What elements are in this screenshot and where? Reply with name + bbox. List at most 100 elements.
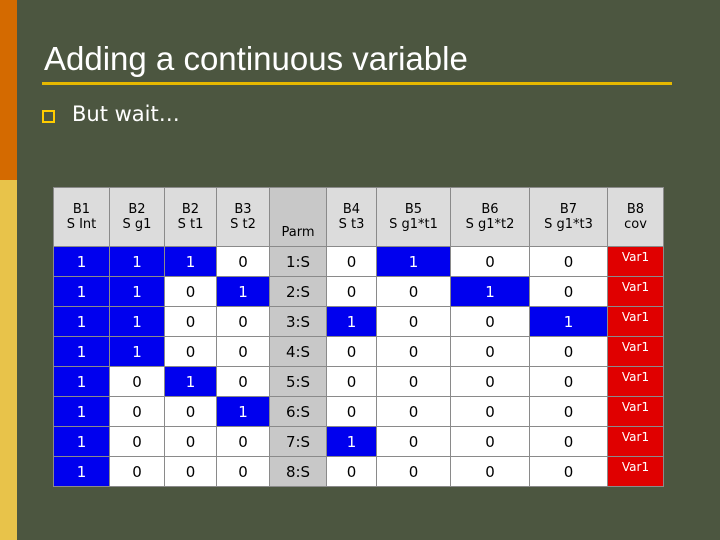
table-row: 1 1 0 0 4:S 0 0 0 0 Var1 <box>53 336 664 367</box>
table-cell: 0 <box>109 396 165 427</box>
table-cell: 0 <box>326 396 377 427</box>
table-cell: 0 <box>326 456 377 487</box>
cov-cell: Var1 <box>607 366 664 397</box>
parm-cell: 7:S <box>269 426 327 457</box>
table-cell: 0 <box>529 336 608 367</box>
table-cell: 0 <box>164 426 217 457</box>
column-header: B2 S t1 <box>164 187 217 247</box>
table-cell: 0 <box>529 366 608 397</box>
table-cell: 1 <box>53 276 110 307</box>
column-header-line: S g1*t2 <box>465 217 515 232</box>
cov-cell: Var1 <box>607 396 664 427</box>
table-row: 1 0 0 0 7:S 1 0 0 0 Var1 <box>53 426 664 457</box>
table-cell: 1 <box>109 246 165 277</box>
table-cell: 1 <box>53 246 110 277</box>
cov-cell: Var1 <box>607 426 664 457</box>
column-header-line: S g1*t1 <box>389 217 438 232</box>
table-row: 1 0 0 1 6:S 0 0 0 0 Var1 <box>53 396 664 427</box>
table-cell: 1 <box>53 456 110 487</box>
table-cell: 1 <box>109 306 165 337</box>
table-cell: 0 <box>529 426 608 457</box>
table-cell: 0 <box>109 426 165 457</box>
table-cell: 0 <box>164 306 217 337</box>
table-cell: 0 <box>529 456 608 487</box>
table-cell: 0 <box>216 246 270 277</box>
table-cell: 1 <box>53 366 110 397</box>
table-cell: 0 <box>376 426 451 457</box>
title-underline <box>42 82 672 85</box>
table-cell: 0 <box>450 336 530 367</box>
column-header: B5 S g1*t1 <box>376 187 451 247</box>
table-header-row: B1 S Int B2 S g1 B2 S t1 B3 S t2 Parm B4 S t3 B5 S g… <box>53 187 664 247</box>
column-header-line: S Int <box>66 217 97 232</box>
column-header-line: B3 <box>234 202 252 217</box>
table-row: 1 1 1 0 1:S 0 1 0 0 Var1 <box>53 246 664 277</box>
table-cell: 0 <box>450 456 530 487</box>
table-cell: 0 <box>164 396 217 427</box>
table-cell: 0 <box>450 366 530 397</box>
table-cell: 0 <box>164 336 217 367</box>
table-cell: 0 <box>529 246 608 277</box>
column-header-line: B8 <box>626 202 645 217</box>
table-cell: 1 <box>326 306 377 337</box>
column-header-line: cov <box>624 217 647 232</box>
parm-cell: 8:S <box>269 456 327 487</box>
table-cell: 0 <box>216 366 270 397</box>
table-cell: 1 <box>376 246 451 277</box>
design-matrix-table: B1 S Int B2 S g1 B2 S t1 B3 S t2 Parm B4 S t3 B5 S g… <box>53 187 664 487</box>
table-cell: 0 <box>164 456 217 487</box>
table-cell: 0 <box>376 306 451 337</box>
table-cell: 0 <box>376 336 451 367</box>
table-cell: 1 <box>53 306 110 337</box>
parm-cell: 1:S <box>269 246 327 277</box>
table-cell: 0 <box>326 336 377 367</box>
table-row: 1 0 0 0 8:S 0 0 0 0 Var1 <box>53 456 664 487</box>
left-accent-bar-top <box>0 0 17 180</box>
column-header: B3 S t2 <box>216 187 270 247</box>
table-cell: 0 <box>326 366 377 397</box>
column-header-line: B7 <box>559 202 578 217</box>
parm-cell: 6:S <box>269 396 327 427</box>
table-cell: 0 <box>216 306 270 337</box>
cov-cell: Var1 <box>607 246 664 277</box>
left-accent-bar-bottom <box>0 180 17 540</box>
table-cell: 0 <box>326 276 377 307</box>
column-header-line: B4 <box>342 202 361 217</box>
table-cell: 0 <box>376 396 451 427</box>
table-cell: 0 <box>450 306 530 337</box>
column-header-line: B2 <box>128 202 146 217</box>
table-cell: 0 <box>109 456 165 487</box>
parm-cell: 4:S <box>269 336 327 367</box>
column-header: Parm <box>269 187 327 247</box>
table-cell: 1 <box>53 426 110 457</box>
column-header-line: B2 <box>181 202 200 217</box>
column-header: B7 S g1*t3 <box>529 187 608 247</box>
column-header-line: B5 <box>404 202 423 217</box>
table-cell: 0 <box>376 456 451 487</box>
table-cell: 1 <box>326 426 377 457</box>
parm-cell: 2:S <box>269 276 327 307</box>
column-header-line: Parm <box>281 225 315 240</box>
column-header: B8 cov <box>607 187 664 247</box>
column-header-line: S t3 <box>338 217 365 232</box>
table-cell: 1 <box>529 306 608 337</box>
column-header-line: B6 <box>481 202 499 217</box>
table-cell: 1 <box>53 396 110 427</box>
parm-cell: 3:S <box>269 306 327 337</box>
table-cell: 1 <box>164 246 217 277</box>
table-row: 1 1 0 1 2:S 0 0 1 0 Var1 <box>53 276 664 307</box>
cov-cell: Var1 <box>607 276 664 307</box>
column-header: B6 S g1*t2 <box>450 187 530 247</box>
table-cell: 0 <box>216 426 270 457</box>
table-cell: 0 <box>450 246 530 277</box>
bullet-text: But wait… <box>72 102 180 126</box>
table-cell: 0 <box>529 276 608 307</box>
table-cell: 0 <box>164 276 217 307</box>
column-header: B1 S Int <box>53 187 110 247</box>
slide-title: Adding a continuous variable <box>44 40 468 77</box>
cov-cell: Var1 <box>607 336 664 367</box>
column-header-line: S t1 <box>177 217 204 232</box>
table-cell: 0 <box>216 336 270 367</box>
table-cell: 0 <box>450 396 530 427</box>
table-cell: 0 <box>529 396 608 427</box>
